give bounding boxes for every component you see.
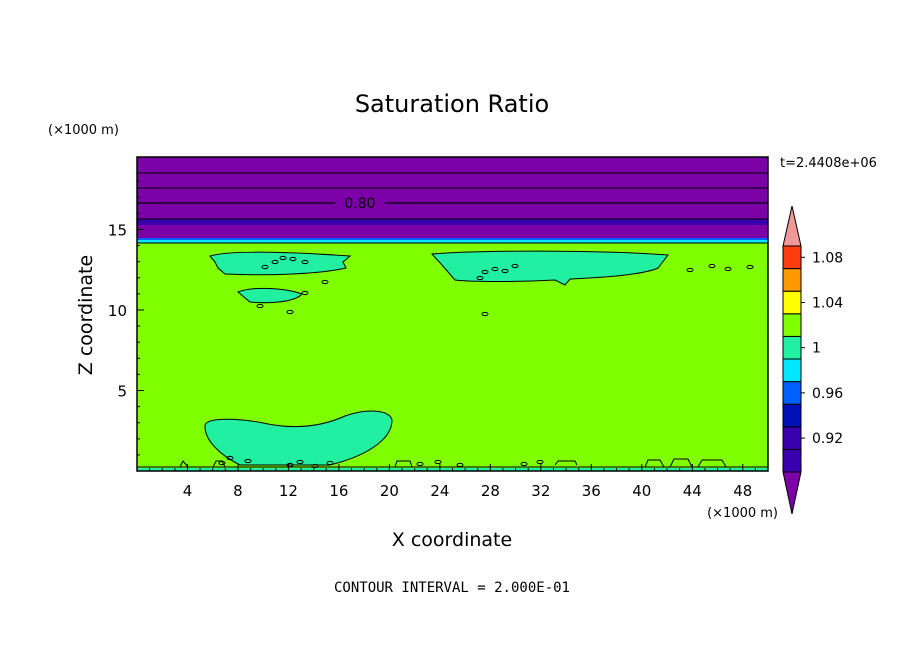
colorbar-swatch — [782, 313, 802, 337]
colorbar-swatch — [782, 268, 802, 292]
colorbar-swatch — [782, 403, 802, 428]
low-cloud — [204, 410, 393, 466]
contour-speck — [289, 256, 297, 262]
colorbar-arrow-high — [782, 205, 802, 247]
contour-speck — [279, 255, 287, 261]
contour-speck — [724, 266, 732, 272]
chart-title: Saturation Ratio — [355, 90, 549, 118]
colorbar-label: 1.08 — [812, 250, 843, 266]
contour-speck — [708, 263, 716, 269]
colorbar-swatch — [782, 335, 802, 360]
x-tick-label: 4 — [183, 482, 193, 500]
y-tick-label: 10 — [108, 302, 127, 320]
contour-speck — [271, 259, 279, 265]
colorbar-arrow-low — [782, 471, 802, 515]
x-tick-label: 24 — [430, 482, 449, 500]
contour-speck — [416, 461, 424, 467]
y-axis-label: Z coordinate — [75, 255, 97, 375]
contour-speck — [476, 275, 484, 281]
y-tick-label: 5 — [117, 382, 127, 400]
surface-bumps — [179, 458, 727, 468]
contour-speck — [226, 455, 234, 461]
x-tick-label: 44 — [683, 482, 702, 500]
y-axis: 5 10 15 — [108, 180, 144, 456]
x-tick-label: 36 — [582, 482, 601, 500]
small-contours — [218, 255, 754, 469]
transition-blue — [137, 238, 768, 240]
cloud-patch — [209, 251, 352, 276]
contour-speck — [286, 462, 294, 468]
colorbar-swatch — [782, 245, 802, 270]
colorbar-label: 0.92 — [812, 431, 843, 447]
contour-speck — [261, 264, 269, 270]
contour-label: 0.80 — [344, 196, 375, 212]
x-tick-label: 20 — [380, 482, 399, 500]
contour-speck — [311, 463, 319, 469]
contour-speck — [511, 263, 519, 269]
colorbar-swatch — [782, 381, 802, 405]
upper-dry-layer — [137, 157, 768, 241]
contour-speck — [244, 458, 252, 464]
x-tick-label: 8 — [233, 482, 243, 500]
dark-band — [137, 219, 768, 225]
x-tick-label: 32 — [531, 482, 550, 500]
colorbar-label: 0.96 — [812, 386, 843, 402]
contour-speck — [456, 462, 464, 468]
contour-speck — [321, 279, 329, 285]
transition-cyan — [137, 240, 768, 243]
contour-speck — [218, 460, 226, 466]
contour-speck — [520, 461, 528, 467]
y-tick-label: 15 — [108, 221, 127, 239]
colorbar: 0.92 0.96 1 1.04 1.08 — [782, 205, 843, 515]
contour-speck — [536, 459, 544, 465]
x-tick-label: 48 — [733, 482, 752, 500]
colorbar-swatch — [782, 448, 802, 473]
colorbar-swatch — [782, 426, 802, 450]
x-tick-label: 28 — [481, 482, 500, 500]
contour-speck — [326, 460, 334, 466]
x-axis-unit: (×1000 m) — [707, 506, 778, 521]
contour-speck — [301, 259, 309, 265]
contour-speck — [301, 290, 309, 296]
contour-speck — [286, 309, 294, 315]
x-axis-label: X coordinate — [392, 529, 512, 551]
time-label: t=2.4408e+06 — [780, 156, 877, 171]
contour-speck — [686, 267, 694, 273]
x-tick-label: 40 — [632, 482, 651, 500]
cloud-patch — [430, 250, 669, 286]
colorbar-swatch — [782, 290, 802, 315]
contour-speck — [746, 264, 754, 270]
plot-area: 0.80 — [136, 156, 769, 472]
x-axis: 4 8 12 16 20 24 28 32 36 40 44 48 — [149, 464, 756, 500]
contour-speck — [491, 266, 499, 272]
contour-speck — [434, 459, 442, 465]
contour-speck — [481, 269, 489, 275]
y-axis-unit: (×1000 m) — [48, 123, 119, 138]
contour-interval-footer: CONTOUR INTERVAL = 2.000E-01 — [334, 580, 570, 596]
contour-speck — [481, 311, 489, 317]
contour-speck — [256, 303, 264, 309]
contour-speck — [501, 268, 509, 274]
contour-speck — [296, 459, 304, 465]
colorbar-label: 1 — [812, 341, 821, 357]
x-tick-label: 16 — [329, 482, 348, 500]
colorbar-swatch — [782, 358, 802, 383]
x-tick-label: 12 — [279, 482, 298, 500]
colorbar-label: 1.04 — [812, 296, 843, 312]
